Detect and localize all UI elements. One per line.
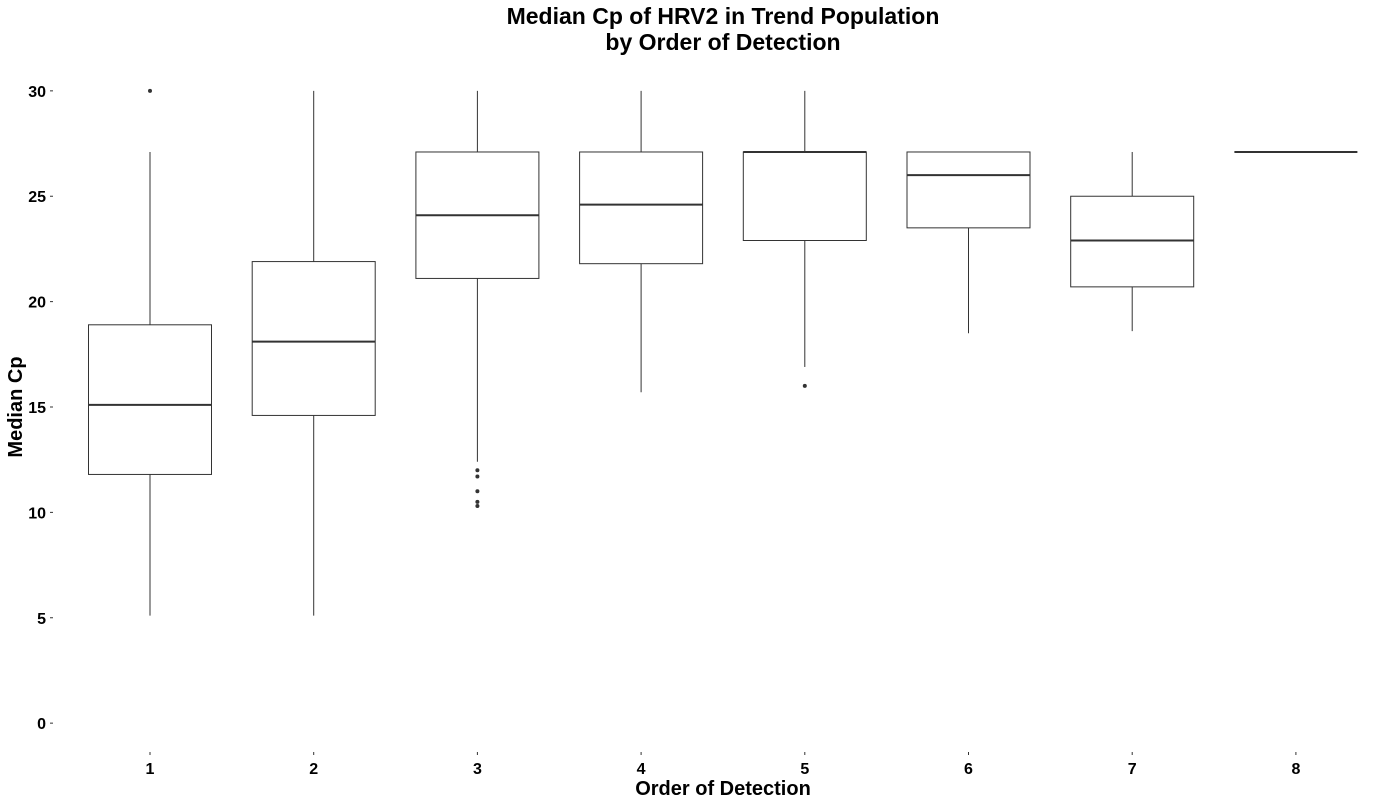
outlier-point [475, 489, 480, 494]
box-series [88, 88, 1358, 616]
y-tick-label: 15 [28, 400, 46, 417]
box-4 [579, 90, 704, 393]
box-3 [415, 90, 540, 509]
outlier-point [475, 504, 480, 509]
box-iqr [906, 151, 1031, 229]
y-tick-label: 30 [28, 84, 46, 101]
y-tick-label: 25 [28, 189, 46, 206]
box-iqr [1070, 195, 1195, 288]
y-axis-title: Median Cp [5, 356, 27, 457]
box-iqr [251, 261, 376, 416]
box-6 [906, 151, 1031, 334]
box-2 [251, 90, 376, 616]
box-5 [742, 90, 867, 388]
outlier-point [148, 88, 152, 93]
x-tick-label: 3 [473, 761, 482, 778]
y-tick-label: 20 [28, 295, 46, 312]
outlier-point [475, 468, 480, 473]
chart-title-line-1: Median Cp of HRV2 in Trend Population [507, 3, 940, 29]
box-iqr [579, 151, 704, 265]
outlier-point [802, 383, 807, 388]
x-tick-label: 2 [309, 761, 318, 778]
chart-title-line-2: by Order of Detection [605, 29, 840, 55]
outlier-point [475, 474, 480, 479]
x-tick-label: 5 [800, 761, 809, 778]
box-7 [1070, 151, 1195, 332]
x-tick-label: 8 [1291, 761, 1300, 778]
box-iqr [742, 151, 867, 242]
box-iqr [88, 324, 212, 475]
x-axis-title: Order of Detection [635, 778, 811, 800]
y-tick-label: 0 [37, 716, 46, 733]
outlier-point [475, 499, 480, 504]
y-tick-label: 5 [37, 611, 46, 628]
y-tick-label: 10 [28, 505, 46, 522]
x-tick-label: 7 [1128, 761, 1137, 778]
y-axis: 0 5 10 15 20 25 30 [28, 84, 53, 733]
x-tick-label: 4 [637, 761, 646, 778]
x-tick-label: 6 [964, 761, 973, 778]
x-tick-label: 1 [146, 761, 155, 778]
x-axis: 1 2 3 4 5 6 7 8 [146, 752, 1300, 778]
box-1 [88, 88, 212, 616]
